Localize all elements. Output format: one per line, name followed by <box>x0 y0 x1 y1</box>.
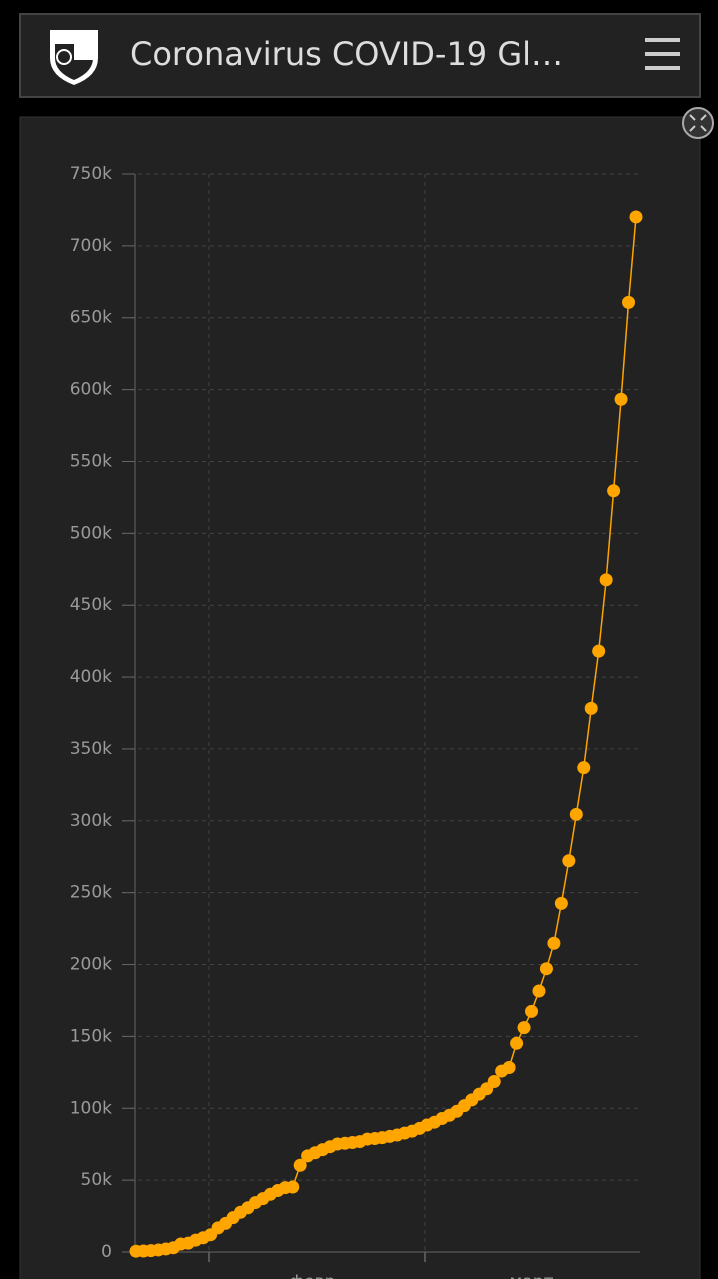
y-tick-label: 450k <box>70 595 112 615</box>
data-point <box>577 761 591 775</box>
data-point <box>584 701 598 715</box>
y-tick-label: 400k <box>70 667 112 687</box>
data-point <box>592 644 606 658</box>
y-tick-label: 350k <box>70 739 112 759</box>
header-bar <box>19 13 701 98</box>
data-point <box>517 1021 531 1035</box>
data-point <box>525 1004 539 1018</box>
x-tick-label: февр. <box>289 1272 340 1279</box>
data-point <box>547 936 561 950</box>
data-point <box>554 896 568 910</box>
data-point <box>532 984 546 998</box>
data-point <box>286 1180 300 1194</box>
data-point <box>502 1061 516 1075</box>
data-point <box>614 392 628 406</box>
y-tick-label: 500k <box>70 523 112 543</box>
data-point <box>607 484 621 498</box>
y-tick-label: 200k <box>70 955 112 975</box>
data-point <box>562 854 576 868</box>
menu-button[interactable] <box>645 38 680 70</box>
data-point <box>569 807 583 821</box>
y-tick-label: 550k <box>70 451 112 471</box>
x-tick-label: март <box>510 1272 554 1279</box>
data-point <box>629 210 643 224</box>
y-tick-label: 700k <box>70 236 112 256</box>
chart-panel <box>19 116 701 1279</box>
data-point <box>487 1075 501 1089</box>
y-tick-label: 50k <box>81 1170 113 1190</box>
logo[interactable] <box>50 30 98 85</box>
y-tick-label: 600k <box>70 380 112 400</box>
data-point <box>539 962 553 976</box>
data-point <box>293 1158 307 1172</box>
y-tick-label: 750k <box>70 164 112 184</box>
data-point <box>510 1036 524 1050</box>
y-tick-label: 650k <box>70 308 112 328</box>
header-title: Coronavirus COVID-19 Gl… <box>130 35 563 73</box>
y-tick-label: 250k <box>70 883 112 903</box>
y-tick-label: 100k <box>70 1098 112 1118</box>
data-point <box>599 573 613 587</box>
y-tick-label: 0 <box>101 1242 112 1262</box>
collapse-button[interactable] <box>682 107 714 139</box>
y-tick-label: 300k <box>70 811 112 831</box>
data-point <box>622 295 636 309</box>
y-tick-label: 150k <box>70 1026 112 1046</box>
